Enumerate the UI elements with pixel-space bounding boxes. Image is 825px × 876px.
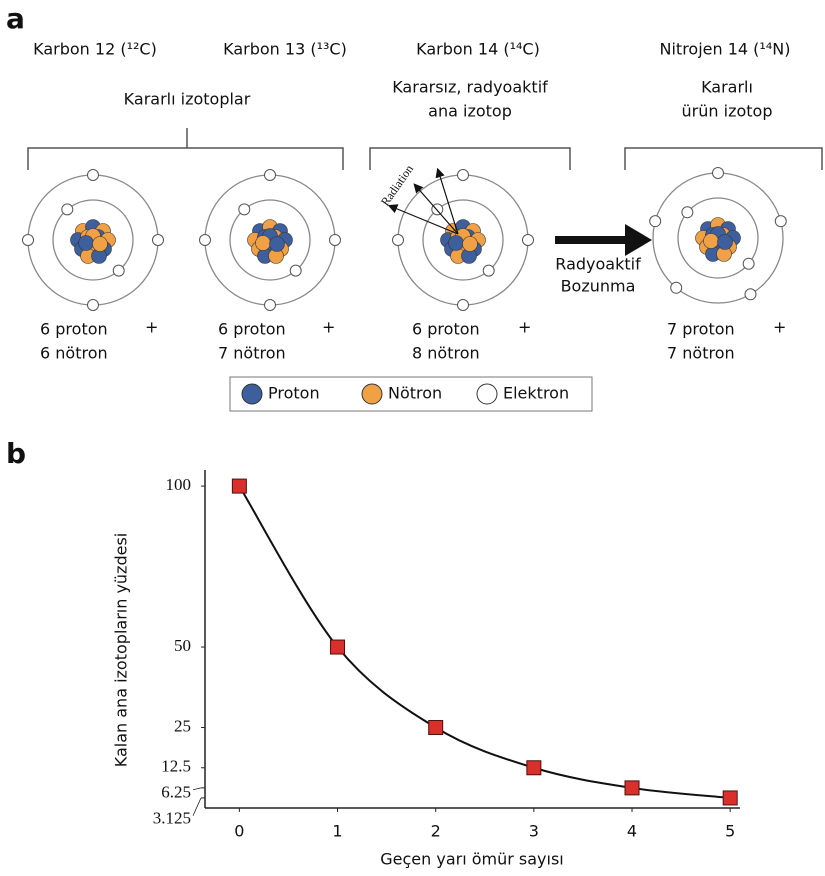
nucleon [717, 234, 733, 250]
isotope-name: Nitrojen 14 (¹⁴N) [660, 40, 791, 59]
orbit [677, 197, 759, 279]
proton-count: 7 proton [667, 320, 735, 339]
nucleon [448, 235, 464, 251]
data-point [722, 790, 738, 806]
x-tick-label: 2 [431, 822, 441, 841]
data-point [428, 720, 444, 736]
group-label: ana izotop [428, 102, 512, 121]
x-tick-label: 5 [725, 822, 735, 841]
radiation-arrow [387, 204, 459, 235]
electron [649, 215, 662, 228]
electron [238, 203, 251, 216]
electron [289, 264, 302, 277]
electron [264, 299, 276, 311]
y-axis-label: Kalan ana izotopların yüzdesi [112, 533, 131, 767]
electron [392, 234, 404, 246]
electron [744, 288, 757, 301]
decay-label: Bozunma [561, 277, 636, 296]
y-tick-label: 100 [166, 475, 192, 494]
electron [742, 257, 755, 270]
legend-swatch [361, 383, 383, 405]
electron [61, 203, 74, 216]
plus-sign: + [145, 318, 158, 337]
isotope-name: Karbon 12 (¹²C) [33, 40, 157, 59]
radiation-arrow [413, 183, 459, 235]
bracket [27, 128, 344, 170]
decay-arrow [555, 224, 652, 256]
legend-label: Elektron [503, 384, 569, 403]
proton-count: 6 proton [218, 320, 286, 339]
panel-label: b [6, 437, 26, 470]
nucleon [703, 233, 719, 249]
nucleon [255, 235, 271, 251]
electron [329, 234, 341, 246]
radiation-arrow [435, 167, 459, 235]
proton-count: 6 proton [40, 320, 108, 339]
electron [670, 281, 683, 294]
electron [712, 167, 724, 179]
decay-curve [238, 485, 731, 799]
nucleon [92, 236, 108, 252]
electron [199, 234, 211, 246]
y-tick-label: 6.25 [161, 783, 191, 802]
decay-label: Radyoaktif [555, 255, 641, 274]
proton-count: 6 proton [412, 320, 480, 339]
orbit [229, 199, 311, 281]
electron [152, 234, 164, 246]
legend-box [229, 376, 593, 412]
group-label: Kararsız, radyoaktif [392, 78, 548, 97]
data-point [526, 760, 542, 776]
nucleon [78, 235, 94, 251]
tick-leader [192, 787, 202, 791]
orbit [52, 199, 134, 281]
isotope-name: Karbon 14 (¹⁴C) [416, 40, 540, 59]
plus-sign: + [518, 318, 531, 337]
plus-sign: + [773, 318, 786, 337]
bracket [624, 147, 823, 170]
legend-label: Nötron [388, 384, 442, 403]
electron [482, 264, 495, 277]
neutron-count: 8 nötron [412, 344, 480, 363]
electron [264, 169, 276, 181]
panel-label: a [6, 2, 25, 35]
electron [522, 234, 534, 246]
x-tick-label: 3 [529, 822, 539, 841]
electron [22, 234, 34, 246]
y-tick-label: 50 [174, 636, 191, 655]
electron [112, 264, 125, 277]
data-point [231, 478, 247, 494]
group-label: Kararlı [701, 78, 753, 97]
x-tick-label: 0 [234, 822, 244, 841]
orbit [422, 199, 504, 281]
isotope-name: Karbon 13 (¹³C) [223, 40, 347, 59]
x-tick-label: 4 [627, 822, 637, 841]
electron [457, 169, 469, 181]
electron [87, 299, 99, 311]
neutron-count: 7 nötron [667, 344, 735, 363]
neutron-count: 6 nötron [40, 344, 108, 363]
x-tick-label: 1 [332, 822, 342, 841]
x-axis-label: Geçen yarı ömür sayısı [380, 850, 564, 869]
data-point [330, 639, 346, 655]
electron [87, 169, 99, 181]
group-label: ürün izotop [682, 102, 773, 121]
group-label: Kararlı izotoplar [124, 90, 251, 109]
legend-label: Proton [268, 384, 320, 403]
nucleon [269, 236, 285, 252]
plus-sign: + [322, 318, 335, 337]
bracket [369, 147, 571, 170]
electron [681, 206, 694, 219]
y-tick-label: 12.5 [161, 757, 191, 776]
y-tick-label: 25 [174, 716, 191, 735]
legend-swatch [476, 383, 498, 405]
data-point [624, 780, 640, 796]
y-tick-label: 3.125 [153, 809, 191, 828]
nucleon [462, 236, 478, 252]
electron [774, 215, 787, 228]
neutron-count: 7 nötron [218, 344, 286, 363]
tick-leader [192, 797, 202, 816]
electron [457, 299, 469, 311]
legend-swatch [241, 383, 263, 405]
